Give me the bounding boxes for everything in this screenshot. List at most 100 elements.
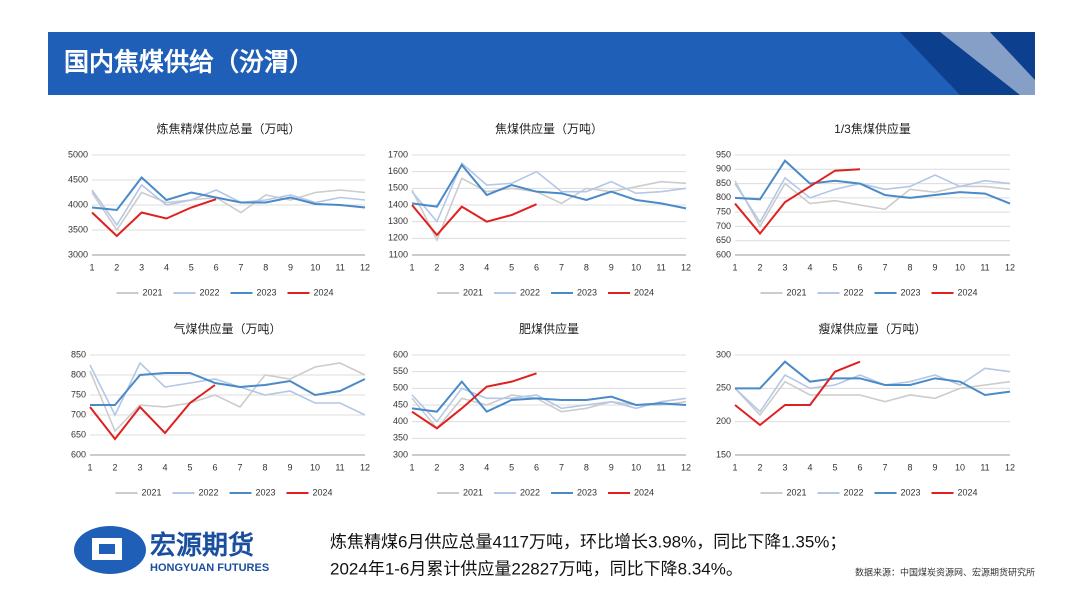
legend-label: 2024 [314,287,334,297]
x-tick-label: 3 [782,262,787,272]
y-tick-label: 850 [716,178,731,188]
legend-label: 2021 [143,287,163,297]
x-tick-label: 3 [782,462,787,472]
x-tick-label: 12 [360,262,370,272]
y-tick-label: 700 [71,409,86,419]
series-line [89,362,366,433]
x-tick-label: 1 [732,262,737,272]
x-tick-label: 8 [262,462,267,472]
legend-label: 2022 [520,287,540,297]
x-tick-label: 9 [287,462,292,472]
legend-label: 2024 [958,287,978,297]
x-tick-label: 12 [681,262,691,272]
y-tick-label: 3500 [68,224,88,234]
legend-label: 2022 [844,287,864,297]
x-tick-label: 6 [857,262,862,272]
series-line [734,180,1011,229]
x-tick-label: 4 [164,262,169,272]
legend-label: 2021 [787,487,807,497]
series-line [734,168,861,236]
series-line [90,372,366,406]
x-tick-label: 7 [882,262,887,272]
y-tick-label: 450 [393,399,408,409]
x-tick-label: 11 [980,462,989,472]
x-tick-label: 8 [263,262,268,272]
legend-label: 2023 [901,287,921,297]
y-tick-label: 1200 [388,233,408,243]
x-tick-label: 5 [832,462,837,472]
x-tick-label: 3 [137,462,142,472]
x-tick-label: 1 [89,262,94,272]
y-tick-label: 1600 [388,166,408,176]
y-tick-label: 550 [393,366,408,376]
x-tick-label: 11 [336,262,345,272]
legend-label: 2022 [199,487,219,497]
y-tick-label: 600 [393,349,408,359]
y-tick-label: 800 [716,192,731,202]
x-tick-label: 8 [584,262,589,272]
legend-label: 2021 [142,487,162,497]
legend-label: 2021 [787,287,807,297]
legend-label: 2023 [577,487,597,497]
y-tick-label: 600 [71,449,86,459]
x-tick-label: 5 [189,262,194,272]
chart-title: 1/3焦煤供应量 [834,121,911,136]
y-tick-label: 400 [393,416,408,426]
x-tick-label: 2 [757,262,762,272]
series-line [735,360,1011,397]
x-tick-label: 10 [310,462,320,472]
legend-label: 2023 [256,487,276,497]
x-tick-label: 10 [955,262,965,272]
x-tick-label: 11 [656,262,665,272]
legend-label: 2021 [463,487,483,497]
x-tick-label: 9 [288,262,293,272]
logo-cn: 宏源期货 [150,530,254,560]
legend-label: 2024 [313,487,333,497]
x-tick-label: 2 [757,462,762,472]
series-line [411,163,687,210]
y-tick-label: 800 [71,369,86,379]
x-tick-label: 11 [656,462,665,472]
x-tick-label: 9 [932,462,937,472]
x-tick-label: 12 [681,462,691,472]
legend-label: 2022 [520,487,540,497]
source: 数据来源：中国煤炭资源网、宏源期货研究所 [855,566,1035,577]
series-line [411,177,687,242]
x-tick-label: 8 [907,262,912,272]
y-tick-label: 250 [716,383,731,393]
chart-title: 气煤供应量（万吨） [173,321,281,336]
x-tick-label: 9 [609,262,614,272]
x-tick-label: 6 [534,462,539,472]
x-tick-label: 7 [559,462,564,472]
series-line [91,183,366,227]
x-tick-label: 2 [114,262,119,272]
y-tick-label: 4000 [68,199,88,209]
x-tick-label: 1 [409,462,414,472]
x-tick-label: 2 [112,462,117,472]
x-tick-label: 1 [409,262,414,272]
chart-title: 焦煤供应量（万吨） [495,121,603,136]
x-tick-label: 7 [559,262,564,272]
x-tick-label: 10 [955,462,965,472]
legend-label: 2022 [200,287,220,297]
x-tick-label: 3 [139,262,144,272]
legend-label: 2023 [901,487,921,497]
y-tick-label: 300 [393,449,408,459]
x-tick-label: 4 [484,262,489,272]
x-tick-label: 7 [237,462,242,472]
y-tick-label: 4500 [68,174,88,184]
x-tick-label: 7 [238,262,243,272]
x-tick-label: 11 [980,262,989,272]
series-line [91,176,366,212]
series-line [734,360,861,427]
x-tick-label: 4 [807,262,812,272]
x-tick-label: 6 [214,262,219,272]
x-tick-label: 10 [631,462,641,472]
y-tick-label: 1700 [388,149,408,159]
y-tick-label: 750 [71,389,86,399]
x-tick-label: 4 [162,462,167,472]
series-line [411,203,537,237]
x-tick-label: 4 [807,462,812,472]
x-tick-label: 5 [509,262,514,272]
